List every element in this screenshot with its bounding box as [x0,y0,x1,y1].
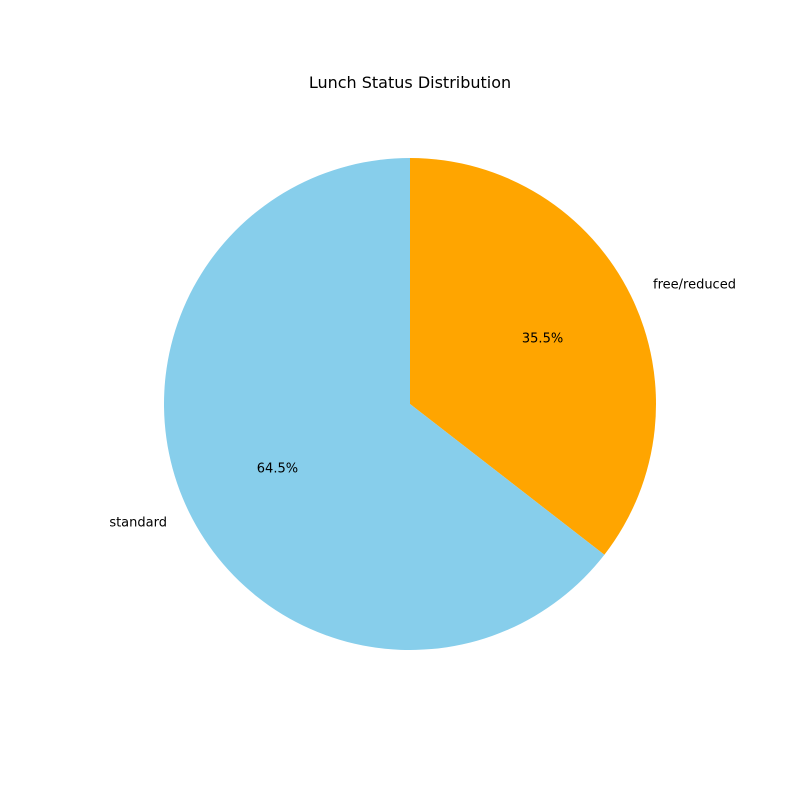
pie-slice-free-reduced [410,158,656,555]
pie-slices [163,158,656,650]
slice-label: standard [109,516,167,531]
slice-label: free/reduced [653,277,736,292]
pie-slice-standard [163,158,605,650]
percent-label: 64.5% [257,461,298,476]
pie-labels: free/reduced 35.5% standard 64.5% [109,277,736,530]
chart-title: Lunch Status Distribution [309,73,511,92]
percent-label: 35.5% [522,332,563,347]
